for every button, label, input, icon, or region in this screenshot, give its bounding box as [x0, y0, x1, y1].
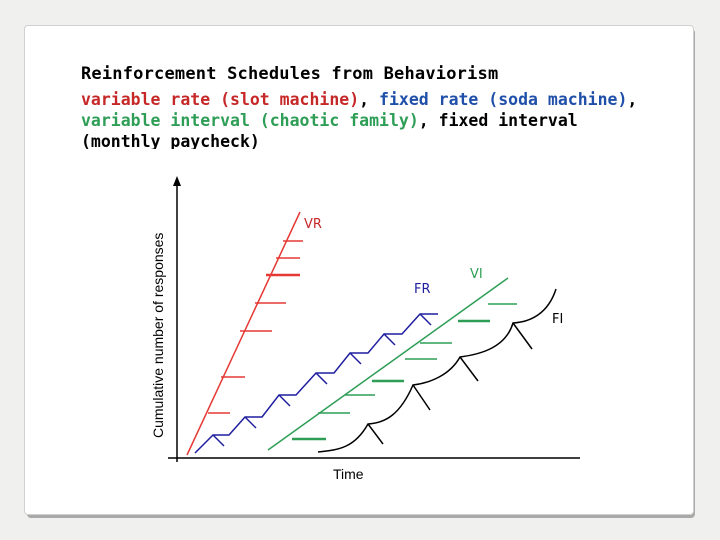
fr-reinforcer-mark: [244, 416, 257, 429]
slide-title: Reinforcement Schedules from Behaviorism: [81, 64, 499, 84]
x-axis-label: Time: [333, 466, 364, 482]
slide: Reinforcement Schedules from Behaviorism…: [24, 25, 694, 515]
fr-reinforcer-mark: [349, 352, 362, 365]
fi-reinforcer-mark: [367, 423, 384, 445]
vr-response-line: [186, 211, 301, 456]
fi-label: FI: [552, 312, 563, 327]
fi-reinforcer-mark: [412, 384, 431, 411]
subtitle-separator: ,: [627, 90, 638, 109]
fr-response-line: [194, 313, 438, 454]
subtitle-fixed-rate: fixed rate (soda machine): [379, 90, 628, 109]
vi-response-line: [267, 277, 509, 451]
fi-reinforcer-mark: [512, 322, 533, 350]
fr-reinforcer-mark: [383, 333, 396, 346]
axes: [168, 176, 580, 462]
curve-fi: [317, 288, 557, 453]
curve-fr: [194, 313, 438, 454]
fr-reinforcer-mark: [212, 434, 225, 447]
fr-reinforcer-mark: [419, 313, 432, 326]
y-axis-label: Cumulative number of responses: [150, 233, 166, 438]
vr-label: VR: [304, 217, 322, 232]
fr-label: FR: [414, 282, 431, 297]
y-axis-arrow: [173, 176, 181, 186]
fr-reinforcer-mark: [278, 394, 291, 407]
subtitle-separator: ,: [359, 90, 380, 109]
vi-label: VI: [470, 267, 483, 282]
fi-reinforcer-mark: [459, 356, 479, 382]
subtitle-fixed-interval: , fixed interval (monthly paycheck): [81, 111, 578, 149]
subtitle-variable-rate: variable rate (slot machine): [81, 90, 360, 109]
fi-response-line: [317, 288, 557, 453]
fr-reinforcer-mark: [315, 372, 328, 385]
slide-subtitle: variable rate (slot machine), fixed rate…: [81, 89, 641, 149]
curve-vr: [186, 211, 303, 456]
curve-vi: [267, 277, 517, 451]
subtitle-variable-interval: variable interval (chaotic family): [81, 111, 419, 130]
